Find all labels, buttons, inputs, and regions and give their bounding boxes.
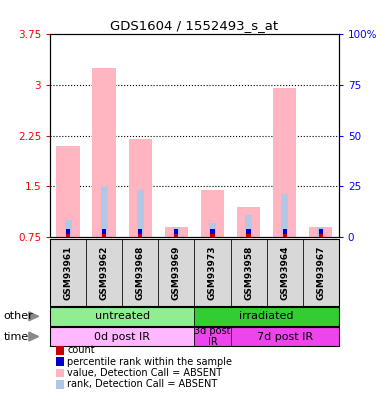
- Text: GSM93973: GSM93973: [208, 245, 217, 300]
- Bar: [56, 146, 80, 237]
- Bar: [173, 227, 180, 237]
- Bar: [283, 229, 287, 234]
- Bar: [309, 227, 333, 237]
- Text: 7d post IR: 7d post IR: [256, 332, 313, 341]
- Bar: [165, 227, 188, 237]
- Title: GDS1604 / 1552493_s_at: GDS1604 / 1552493_s_at: [110, 19, 278, 32]
- Text: irradiated: irradiated: [239, 311, 294, 321]
- Bar: [246, 229, 251, 234]
- Text: GSM93969: GSM93969: [172, 245, 181, 300]
- Text: 3d post
IR: 3d post IR: [194, 326, 231, 347]
- Bar: [174, 234, 179, 237]
- Text: GSM93968: GSM93968: [136, 245, 145, 300]
- Text: count: count: [67, 345, 95, 355]
- Bar: [66, 234, 70, 237]
- Bar: [273, 88, 296, 237]
- Bar: [138, 234, 142, 237]
- Bar: [283, 234, 287, 237]
- Bar: [137, 190, 144, 237]
- Bar: [66, 229, 70, 234]
- Bar: [138, 229, 142, 234]
- Text: rank, Detection Call = ABSENT: rank, Detection Call = ABSENT: [67, 379, 218, 389]
- Bar: [92, 68, 116, 237]
- Bar: [102, 234, 106, 237]
- Text: other: other: [4, 311, 33, 321]
- Bar: [201, 190, 224, 237]
- Bar: [129, 139, 152, 237]
- Bar: [102, 229, 106, 234]
- Text: time: time: [4, 332, 29, 341]
- Bar: [319, 234, 323, 237]
- Text: GSM93962: GSM93962: [100, 245, 109, 300]
- Bar: [245, 215, 252, 237]
- Bar: [246, 234, 251, 237]
- Bar: [319, 229, 323, 234]
- Bar: [174, 229, 179, 234]
- Bar: [100, 186, 108, 237]
- Text: GSM93958: GSM93958: [244, 245, 253, 300]
- Bar: [209, 224, 216, 237]
- Bar: [65, 220, 72, 237]
- Text: value, Detection Call = ABSENT: value, Detection Call = ABSENT: [67, 368, 223, 378]
- Bar: [210, 229, 214, 234]
- Text: untreated: untreated: [95, 311, 150, 321]
- Bar: [210, 234, 214, 237]
- Text: 0d post IR: 0d post IR: [94, 332, 150, 341]
- Text: percentile rank within the sample: percentile rank within the sample: [67, 357, 233, 367]
- Text: GSM93967: GSM93967: [316, 245, 325, 300]
- Bar: [237, 207, 260, 237]
- Text: GSM93964: GSM93964: [280, 245, 289, 300]
- Text: GSM93961: GSM93961: [64, 245, 73, 300]
- Bar: [317, 227, 324, 237]
- Bar: [281, 194, 288, 237]
